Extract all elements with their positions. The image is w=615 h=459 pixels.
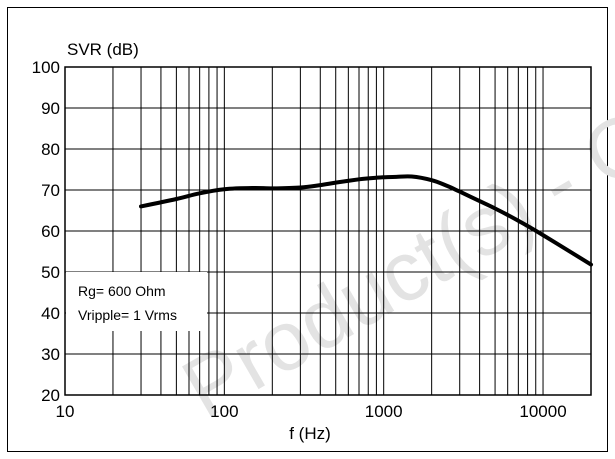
annotation-box: Rg= 600 Ohm Vripple= 1 Vrms (66, 272, 207, 331)
x-tick-label: 10 (56, 402, 75, 421)
y-tick-label: 90 (41, 99, 60, 118)
watermark: Product(s) - O (167, 90, 615, 435)
y-tick-label: 30 (41, 345, 60, 364)
annotation-background (66, 272, 207, 331)
y-tick-label: 40 (41, 304, 60, 323)
x-tick-label: 10000 (519, 402, 566, 421)
x-tick-label: 1000 (365, 402, 403, 421)
y-tick-labels: 20 30 40 50 60 70 80 90 100 (32, 58, 60, 405)
svr-curve (139, 174, 593, 267)
plot-border (64, 66, 592, 396)
x-axis-label: f (Hz) (289, 424, 331, 443)
y-tick-label: 50 (41, 263, 60, 282)
y-axis-label: SVR (dB) (67, 40, 139, 59)
annotation-line: Rg= 600 Ohm (78, 283, 166, 299)
plot-area (64, 66, 592, 396)
y-tick-label: 20 (41, 386, 60, 405)
y-tick-label: 80 (41, 140, 60, 159)
y-tick-label: 60 (41, 222, 60, 241)
y-tick-label: 100 (32, 58, 60, 77)
x-tick-labels: 10 100 1000 10000 (56, 402, 567, 421)
x-tick-label: 100 (210, 402, 238, 421)
annotation-line: Vripple= 1 Vrms (78, 307, 177, 323)
y-tick-label: 70 (41, 181, 60, 200)
